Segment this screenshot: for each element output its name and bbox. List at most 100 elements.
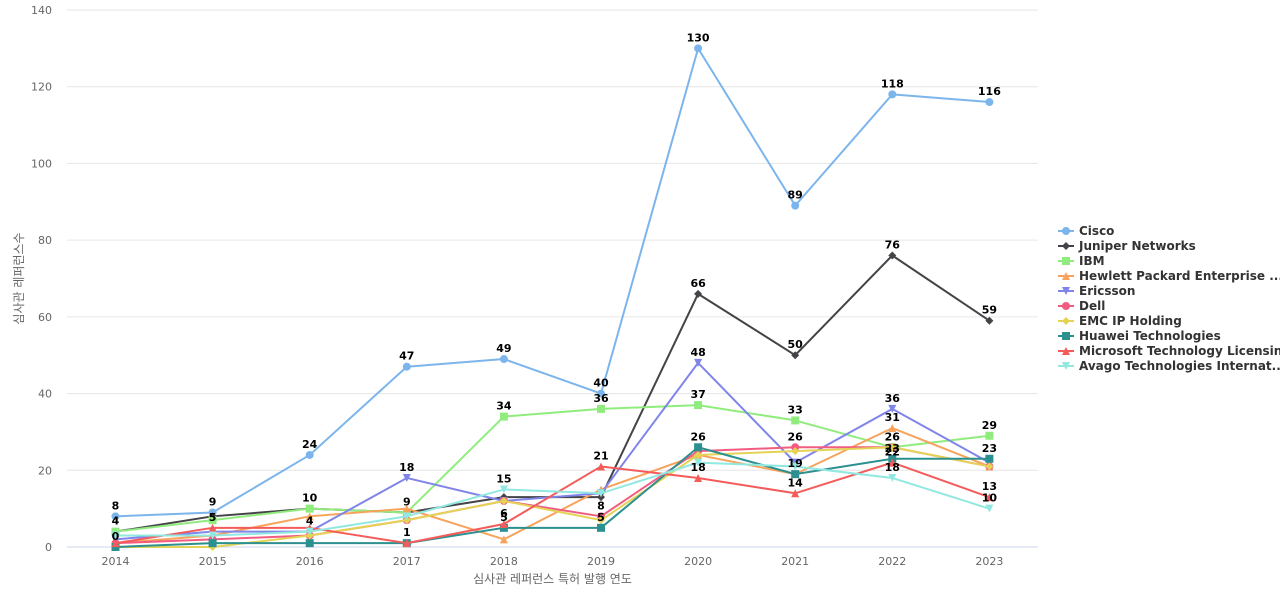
data-point: [597, 523, 605, 532]
legend-label: Avago Technologies Internat...: [1079, 359, 1280, 373]
data-label: 48: [690, 346, 705, 359]
legend-item: Cisco: [1058, 224, 1114, 238]
legend-marker: [1062, 227, 1070, 235]
data-point: [888, 443, 897, 452]
data-point: [888, 404, 897, 413]
legend-label: Ericsson: [1079, 284, 1135, 298]
data-label: 18: [690, 461, 705, 474]
y-tick-label: 0: [45, 541, 52, 554]
x-tick-label: 2019: [587, 555, 615, 568]
legend-label: Cisco: [1079, 224, 1114, 238]
series-avago-technologies-internat: [111, 458, 994, 540]
grid-lines: [67, 9, 1038, 471]
data-point: [305, 512, 314, 521]
data-label: 0: [112, 530, 120, 543]
data-point: [402, 473, 411, 482]
data-point: [694, 450, 703, 459]
data-label: 23: [885, 442, 900, 455]
data-label: 76: [885, 238, 901, 251]
data-label: 47: [399, 350, 414, 363]
y-tick-label: 120: [31, 81, 52, 94]
data-point: [888, 458, 897, 467]
x-tick-label: 2017: [393, 555, 421, 568]
data-point: [791, 462, 800, 471]
data-point: [694, 401, 703, 410]
legend-label: EMC IP Holding: [1079, 314, 1182, 328]
data-label: 36: [593, 392, 609, 405]
data-point: [305, 539, 314, 548]
data-point: [985, 431, 994, 440]
data-label: 21: [593, 449, 608, 462]
series-line: [115, 47, 990, 518]
series-line: [115, 404, 990, 533]
data-label: 18: [885, 461, 900, 474]
series-line: [115, 446, 990, 548]
y-tick-label: 140: [31, 4, 52, 17]
data-label: 66: [690, 277, 706, 290]
data-label: 34: [496, 400, 512, 413]
data-point: [499, 519, 508, 528]
data-point: [694, 358, 703, 367]
legend-marker: [1062, 242, 1070, 250]
x-tick-label: 2022: [878, 555, 906, 568]
data-point: [597, 516, 605, 525]
series-lines: [111, 44, 994, 551]
data-label: 26: [690, 430, 706, 443]
data-label: 59: [982, 304, 997, 317]
data-label: 14: [788, 476, 804, 489]
y-axis-title: 심사관 레퍼런스수: [12, 232, 26, 324]
data-point: [305, 527, 314, 536]
data-label: 36: [885, 392, 901, 405]
data-point: [208, 531, 217, 540]
series-line: [115, 461, 990, 545]
series-line: [115, 446, 990, 548]
data-point: [985, 316, 994, 325]
data-label: 9: [209, 495, 217, 508]
x-tick-label: 2016: [296, 555, 324, 568]
legend-marker: [1062, 347, 1070, 355]
data-label: 49: [496, 342, 511, 355]
data-point: [402, 539, 411, 548]
legend-item: Hewlett Packard Enterprise ...: [1058, 269, 1280, 283]
legend-item: IBM: [1058, 254, 1105, 268]
x-tick-label: 2014: [102, 555, 130, 568]
legend-item: Avago Technologies Internat...: [1058, 359, 1280, 373]
data-label: 118: [881, 77, 904, 90]
data-label: 26: [788, 430, 804, 443]
data-label: 1: [403, 526, 411, 539]
legend-marker: [1062, 317, 1070, 325]
data-point: [597, 404, 605, 413]
legend-marker: [1062, 332, 1070, 340]
data-point: [305, 504, 314, 513]
data-point: [791, 470, 800, 479]
data-point: [499, 412, 508, 421]
data-point: [888, 90, 897, 99]
data-label: 6: [500, 507, 508, 520]
legend-label: Dell: [1079, 299, 1105, 313]
data-point: [111, 539, 120, 548]
x-tick-label: 2018: [490, 555, 518, 568]
legend-item: Dell: [1058, 299, 1105, 313]
y-tick-label: 80: [38, 234, 52, 247]
x-tick-label: 2020: [684, 555, 712, 568]
legend-marker: [1062, 257, 1070, 265]
data-label: 26: [885, 430, 901, 443]
legend-item: Huawei Technologies: [1058, 329, 1221, 343]
x-tick-label: 2015: [199, 555, 227, 568]
legend-item: Microsoft Technology Licensing: [1058, 344, 1280, 358]
data-point: [791, 351, 800, 360]
legend-label: Juniper Networks: [1078, 239, 1196, 253]
data-point: [888, 473, 897, 482]
data-label: 5: [500, 511, 508, 524]
data-label: 4: [112, 515, 120, 528]
data-point: [694, 458, 703, 467]
data-point: [694, 289, 703, 298]
data-label: 5: [209, 511, 217, 524]
y-tick-label: 20: [38, 464, 52, 477]
legend-marker: [1062, 362, 1070, 370]
data-point: [791, 416, 800, 425]
y-tick-label: 60: [38, 311, 52, 324]
data-point: [985, 462, 994, 471]
series-line: [115, 461, 990, 537]
data-label: 37: [690, 388, 705, 401]
